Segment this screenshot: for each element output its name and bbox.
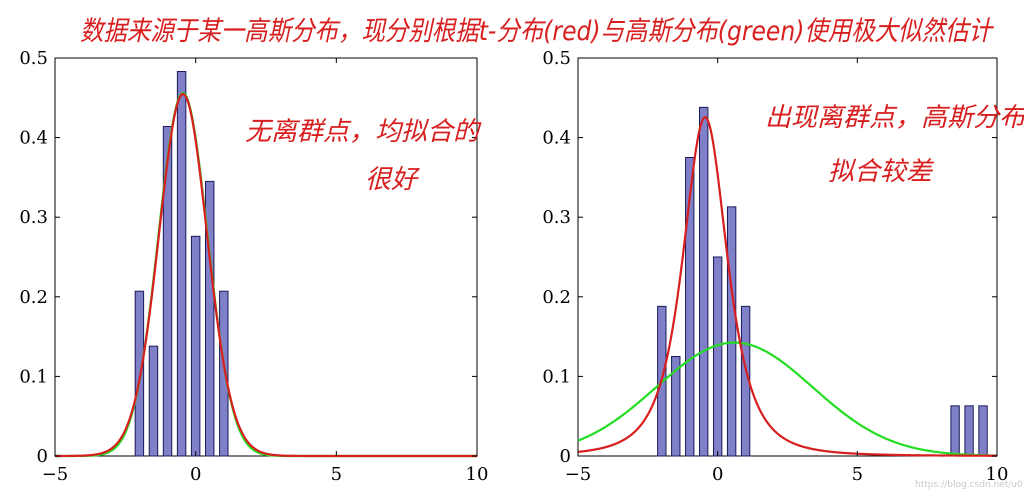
watermark-text: https://blog.csdn.net/u01108071 — [915, 480, 1024, 490]
left-histogram-bar — [205, 180, 215, 457]
left-y-tick-label: 0.5 — [19, 48, 48, 69]
right-histogram-bar — [950, 405, 960, 457]
left-y-tick-label: 0.1 — [19, 366, 48, 387]
left-curve-group — [55, 91, 477, 458]
right-histogram-bar — [712, 256, 723, 457]
left-y-tick-label: 0.3 — [19, 207, 48, 228]
right-annotation-line-1: 出现离群点，高斯分布 — [765, 103, 1024, 133]
right-histogram-bar — [726, 206, 737, 457]
left-x-tick-label: 0 — [190, 464, 201, 485]
right-y-tick-label: 0 — [560, 446, 571, 467]
left-histogram-bar — [176, 71, 187, 457]
handwritten-title: 数据来源于某一高斯分布，现分别根据t-分布(red)与高斯分布(green)使用… — [80, 16, 995, 47]
left-green-fit-curve — [55, 91, 477, 458]
left-histogram-bar — [219, 290, 229, 457]
right-histogram-bar — [964, 405, 974, 457]
right-y-tick-label: 0.3 — [542, 207, 571, 228]
right-histogram-bar — [699, 106, 709, 457]
left-x-tick-label: 5 — [331, 464, 342, 485]
right-x-tick-label: 5 — [852, 464, 863, 485]
left-plot-frame — [54, 57, 478, 457]
left-histogram-bar — [134, 290, 145, 457]
left-y-tick-label: 0 — [37, 446, 48, 467]
left-annotation-line-1: 无离群点，均拟合的 — [245, 117, 482, 147]
left-histogram-bar — [162, 125, 173, 457]
right-green-fit-curve — [577, 341, 998, 457]
right-y-tick-label: 0.5 — [542, 48, 571, 69]
left-annotation-line-2: 很好 — [365, 165, 420, 195]
left-y-tick-label: 0.4 — [19, 128, 48, 149]
right-y-tick-label: 0.1 — [542, 366, 571, 387]
right-annotation-line-2: 拟合较差 — [828, 157, 935, 187]
left-red-fit-curve — [55, 92, 477, 458]
left-histogram-bar — [190, 235, 201, 457]
left-bar-group — [134, 71, 229, 457]
right-bar-group — [657, 106, 988, 457]
left-histogram-bar — [148, 345, 159, 457]
right-y-tick-label: 0.2 — [542, 287, 571, 308]
left-x-tick-label: −5 — [42, 464, 69, 485]
right-y-tick-label: 0.4 — [542, 128, 571, 149]
right-histogram-bar — [685, 157, 695, 457]
right-curve-group — [577, 116, 998, 457]
right-red-fit-curve — [577, 116, 997, 457]
left-y-tick-label: 0.2 — [19, 287, 48, 308]
right-histogram-bar — [671, 356, 681, 457]
right-histogram-bar — [978, 405, 988, 457]
left-x-tick-label: 10 — [466, 464, 489, 485]
right-x-tick-label: −5 — [565, 464, 592, 485]
right-x-tick-label: 10 — [986, 464, 1009, 485]
right-x-tick-label: 0 — [712, 464, 723, 485]
right-plot-frame — [577, 57, 998, 457]
